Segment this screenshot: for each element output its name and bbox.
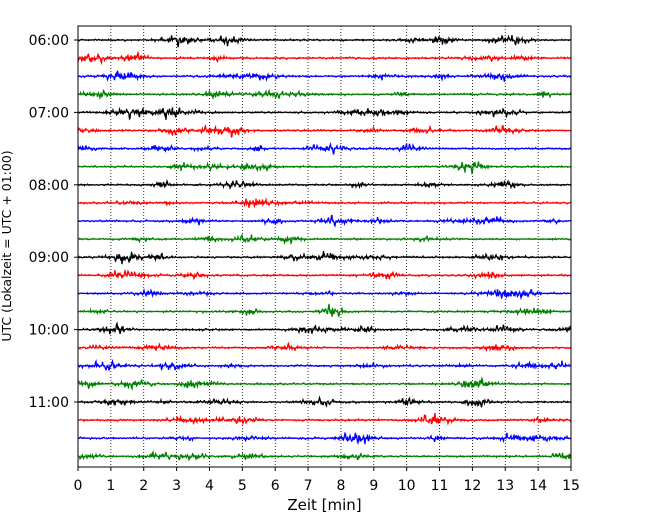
y-tick-label: 07:00 — [29, 105, 69, 121]
seismogram-trace — [77, 106, 572, 121]
x-tick-label: 3 — [172, 478, 181, 494]
seismogram-trace — [77, 358, 572, 371]
x-axis-label: Zeit [min] — [287, 496, 361, 514]
y-axis-ticks: 06:00 07:00 08:00 09:00 10:00 11:00 — [29, 33, 78, 411]
x-tick-label: 14 — [529, 478, 547, 494]
seismogram-trace — [77, 197, 572, 209]
x-tick-label: 6 — [271, 478, 280, 494]
x-tick-label: 4 — [205, 478, 214, 494]
x-tick-label: 12 — [463, 478, 481, 494]
seismogram-trace — [77, 178, 572, 190]
x-tick-label: 15 — [562, 478, 580, 494]
x-tick-label: 13 — [496, 478, 514, 494]
seismogram-trace — [77, 431, 572, 445]
y-tick-label: 09:00 — [29, 250, 69, 266]
x-tick-label: 2 — [139, 478, 148, 494]
x-tick-label: 5 — [238, 478, 247, 494]
seismogram-trace — [77, 50, 572, 66]
seismogram-trace — [77, 449, 572, 461]
seismogram-trace — [77, 413, 572, 426]
y-tick-label: 11:00 — [29, 395, 69, 411]
seismogram-trace — [77, 234, 572, 246]
x-tick-label: 8 — [336, 478, 345, 494]
x-tick-label: 0 — [74, 478, 83, 494]
seismogram-trace — [77, 161, 572, 175]
seismogram-trace — [77, 88, 572, 101]
x-tick-label: 11 — [431, 478, 449, 494]
seismogram-trace — [77, 321, 572, 335]
y-tick-label: 06:00 — [29, 33, 69, 49]
seismogram-trace — [77, 34, 572, 48]
y-tick-label: 10:00 — [29, 323, 69, 339]
seismogram-trace — [77, 141, 572, 155]
x-axis-ticks: 0 1 2 3 4 5 6 7 8 9 10 11 12 13 14 15 — [74, 467, 580, 494]
x-tick-label: 7 — [304, 478, 313, 494]
seismogram-trace — [77, 341, 572, 353]
y-tick-label: 08:00 — [29, 178, 69, 194]
x-tick-label: 9 — [369, 478, 378, 494]
x-tick-label: 10 — [398, 478, 416, 494]
seismogram-trace — [77, 287, 572, 301]
seismogram-trace — [77, 395, 572, 408]
seismogram-trace — [77, 214, 572, 228]
y-axis-label: UTC (Lokalzeit = UTC + 01:00) — [0, 150, 14, 341]
seismogram-trace — [77, 268, 572, 281]
seismogram-trace — [77, 303, 572, 318]
x-tick-label: 1 — [106, 478, 115, 494]
seismogram-trace — [77, 250, 572, 265]
plot-frame — [77, 25, 572, 468]
seismogram-trace — [77, 376, 572, 391]
seismogram-traces — [77, 34, 572, 461]
seismogram-trace — [77, 70, 572, 83]
seismogram-trace — [77, 124, 572, 138]
